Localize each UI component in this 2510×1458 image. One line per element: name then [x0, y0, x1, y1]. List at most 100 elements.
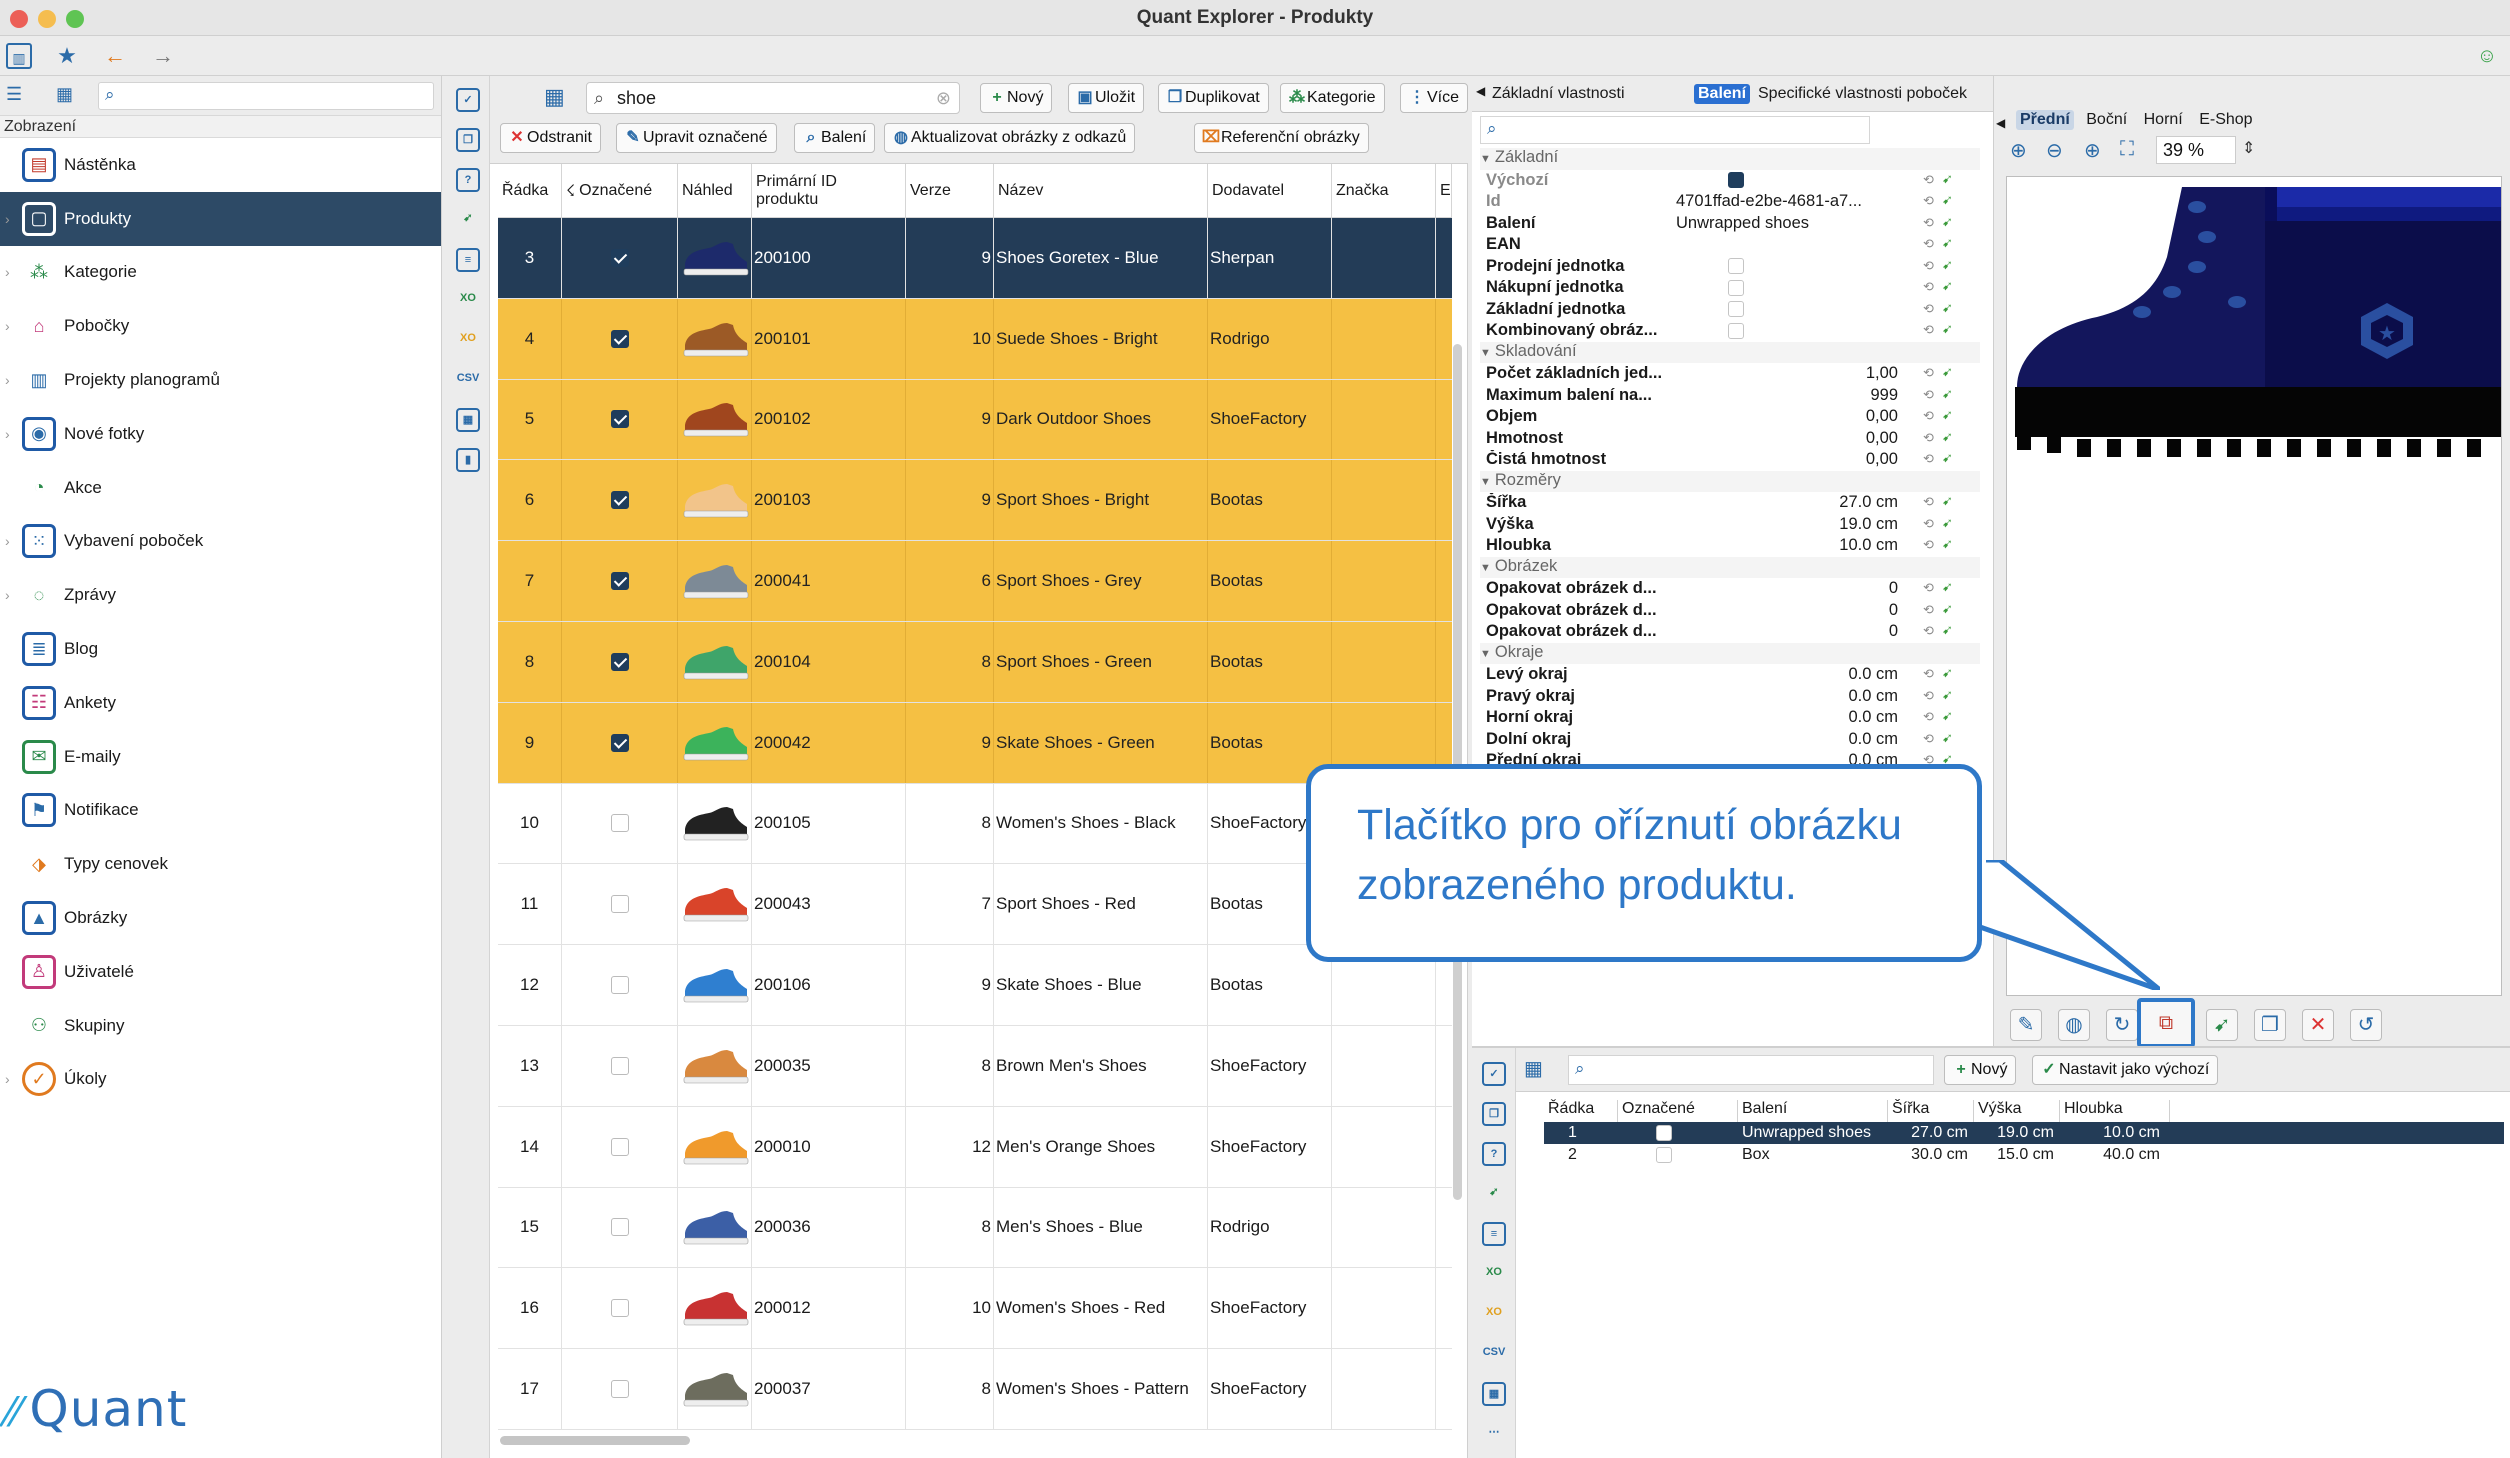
col-preview[interactable]: Náhled	[678, 164, 752, 218]
select-all-icon[interactable]: ✓	[1482, 1062, 1506, 1086]
reset-icon[interactable]: ⟲	[1923, 279, 1934, 294]
property-group[interactable]: ▼ Rozměry	[1480, 470, 1980, 492]
property-group[interactable]: ▼ Základní	[1480, 148, 1980, 170]
remove-button[interactable]: ✕ Odstranit	[500, 123, 601, 153]
chevron-right-icon[interactable]: ›	[5, 587, 10, 604]
pick-icon[interactable]: ➹	[1942, 364, 1953, 379]
history-button[interactable]: ↺	[2350, 1009, 2382, 1041]
col-supplier[interactable]: Dodavatel	[1208, 164, 1332, 218]
csv-icon[interactable]: CSV	[456, 372, 480, 384]
update-images-button[interactable]: ◍ Aktualizovat obrázky z odkazů	[884, 123, 1136, 153]
property-row[interactable]: Kombinovaný obráz... ⟲ ➹	[1486, 320, 1986, 342]
excel-import-icon[interactable]: XO	[1486, 1306, 1502, 1318]
reset-icon[interactable]: ⟲	[1923, 752, 1934, 767]
col-name[interactable]: Název	[994, 164, 1208, 218]
marked-checkbox[interactable]	[610, 1056, 629, 1075]
nav-search-input[interactable]: ⌕	[98, 82, 434, 110]
property-row[interactable]: Opakovat obrázek d... 0 ⟲ ➹	[1486, 578, 1986, 600]
pick-icon[interactable]: ➹	[1942, 579, 1953, 594]
pick-icon[interactable]: ➹	[1942, 665, 1953, 680]
close-window-button[interactable]	[10, 10, 28, 28]
chevron-right-icon[interactable]: ›	[5, 1071, 10, 1088]
table-settings-icon[interactable]: ▦	[544, 84, 565, 109]
table-row[interactable]: 16 200012 10 Women's Shoes - Red ShoeFactory	[498, 1268, 1452, 1350]
property-row[interactable]: Hloubka 10.0 cm ⟲ ➹	[1486, 535, 1986, 557]
forward-arrow-icon[interactable]: →	[152, 43, 174, 68]
properties-search-input[interactable]: ⌕	[1480, 116, 1870, 144]
table-row[interactable]: 17 200037 8 Women's Shoes - Pattern ShoeFact…	[498, 1349, 1452, 1430]
pick-icon[interactable]: ➹	[1942, 514, 1953, 530]
nav-item-emails[interactable]: ✉ E-maily	[0, 730, 441, 784]
pick-icon[interactable]: ➹	[1942, 235, 1953, 250]
zoom-stepper-icon[interactable]: ⇕	[2242, 140, 2256, 157]
table-row[interactable]: 1 Unwrapped shoes 27.0 cm 19.0 cm 10.0 cm	[1544, 1122, 2504, 1144]
marked-checkbox[interactable]	[610, 491, 629, 510]
property-row[interactable]: Výška 19.0 cm ⟲ ➹	[1486, 514, 1986, 536]
nav-item-tasks[interactable]: › ✓ Úkoly	[0, 1053, 441, 1107]
property-row[interactable]: Opakovat obrázek d... 0 ⟲ ➹	[1486, 621, 1986, 643]
reset-icon[interactable]: ⟲	[1923, 386, 1934, 402]
reset-icon[interactable]: ⟲	[1923, 537, 1934, 552]
reset-icon[interactable]: ⟲	[1923, 408, 1934, 423]
nav-item-planograms[interactable]: › ▥ Projekty planogramů	[0, 353, 441, 407]
horizontal-scrollbar[interactable]	[500, 1436, 690, 1445]
reset-icon[interactable]: ⟲	[1923, 687, 1934, 703]
table-row[interactable]: 15 200036 8 Men's Shoes - Blue Rodrigo	[498, 1187, 1452, 1269]
reset-icon[interactable]: ⟲	[1923, 236, 1934, 251]
property-row[interactable]: Pravý okraj 0.0 cm ⟲ ➹	[1486, 686, 1986, 708]
pick-icon[interactable]: ➹	[1942, 213, 1953, 229]
new-button[interactable]: + Nový	[980, 83, 1053, 113]
property-row[interactable]: Nákupní jednotka ⟲ ➹	[1486, 277, 1986, 299]
zoom-in-icon[interactable]: ⊕	[2010, 140, 2027, 162]
help-icon[interactable]: ?	[1482, 1142, 1506, 1166]
chevron-right-icon[interactable]: ›	[5, 264, 10, 281]
property-row[interactable]: Opakovat obrázek d... 0 ⟲ ➹	[1486, 600, 1986, 622]
chevron-right-icon[interactable]: ›	[5, 210, 10, 227]
tab-store-specific[interactable]: Specifické vlastnosti poboček	[1758, 85, 1967, 102]
property-row[interactable]: EAN ⟲ ➹	[1486, 234, 1986, 256]
marked-checkbox[interactable]	[1656, 1146, 1672, 1163]
pick-icon[interactable]: ➹	[1942, 729, 1953, 745]
packaging-button[interactable]: ⌕ Balení	[794, 123, 876, 153]
table-row[interactable]: 14 200010 12 Men's Orange Shoes ShoeFactory	[498, 1106, 1452, 1188]
property-row[interactable]: Id 4701ffad-e2be-4681-a7... ⟲ ➹	[1486, 191, 1986, 213]
list-icon[interactable]: ≡	[1482, 1222, 1506, 1246]
marked-checkbox[interactable]	[610, 814, 629, 833]
property-row[interactable]: Horní okraj 0.0 cm ⟲ ➹	[1486, 707, 1986, 729]
nav-item-store-equipment[interactable]: › ⁙ Vybavení poboček	[0, 515, 441, 569]
delete-image-button[interactable]: ✕	[2302, 1009, 2334, 1041]
nav-item-blog[interactable]: ≣ Blog	[0, 622, 441, 676]
star-icon[interactable]: ★	[57, 43, 77, 68]
crop-image-button[interactable]: ⧉	[2137, 998, 2195, 1048]
col-primary-id[interactable]: Primární ID produktu	[752, 164, 906, 218]
edit-image-button[interactable]: ✎	[2010, 1009, 2042, 1041]
copy-image-button[interactable]: ❐	[2254, 1009, 2286, 1041]
pick-icon[interactable]: ➹	[1942, 321, 1953, 336]
col-marked[interactable]: Označené	[1618, 1100, 1738, 1122]
marked-checkbox[interactable]	[1656, 1124, 1672, 1141]
nav-item-products[interactable]: › ▢ Produkty	[0, 191, 441, 246]
marked-checkbox[interactable]	[610, 1218, 629, 1237]
chevron-right-icon[interactable]: ›	[5, 533, 10, 550]
col-height[interactable]: Výška	[1974, 1100, 2060, 1122]
pick-icon[interactable]: ➹	[1942, 256, 1953, 272]
chart-icon[interactable]: ▮	[456, 448, 480, 472]
property-checkbox[interactable]	[1728, 279, 1744, 296]
tab-side[interactable]: Boční	[2086, 111, 2128, 128]
property-checkbox[interactable]	[1728, 301, 1744, 318]
property-row[interactable]: Hmotnost 0,00 ⟲ ➹	[1486, 428, 1986, 450]
property-checkbox[interactable]	[1728, 172, 1744, 189]
col-row[interactable]: Řádka	[498, 164, 562, 218]
set-default-button[interactable]: ✓ Nastavit jako výchozí	[2032, 1055, 2219, 1085]
pick-icon[interactable]: ➹	[1942, 686, 1953, 702]
duplicate-button[interactable]: ❐ Duplikovat	[1158, 83, 1269, 113]
reset-icon[interactable]: ⟲	[1923, 601, 1934, 617]
clear-search-icon[interactable]: ⊗	[935, 88, 951, 108]
property-checkbox[interactable]	[1728, 322, 1744, 339]
excel-import-icon[interactable]: XO	[460, 332, 476, 344]
pick-icon[interactable]: ➹	[1942, 751, 1953, 766]
minimize-window-button[interactable]	[38, 10, 56, 28]
save-button[interactable]: ▣ Uložit	[1068, 83, 1145, 113]
pick-icon[interactable]: ➹	[1942, 536, 1953, 551]
collapse-left-icon[interactable]: ◀	[1996, 116, 2006, 130]
